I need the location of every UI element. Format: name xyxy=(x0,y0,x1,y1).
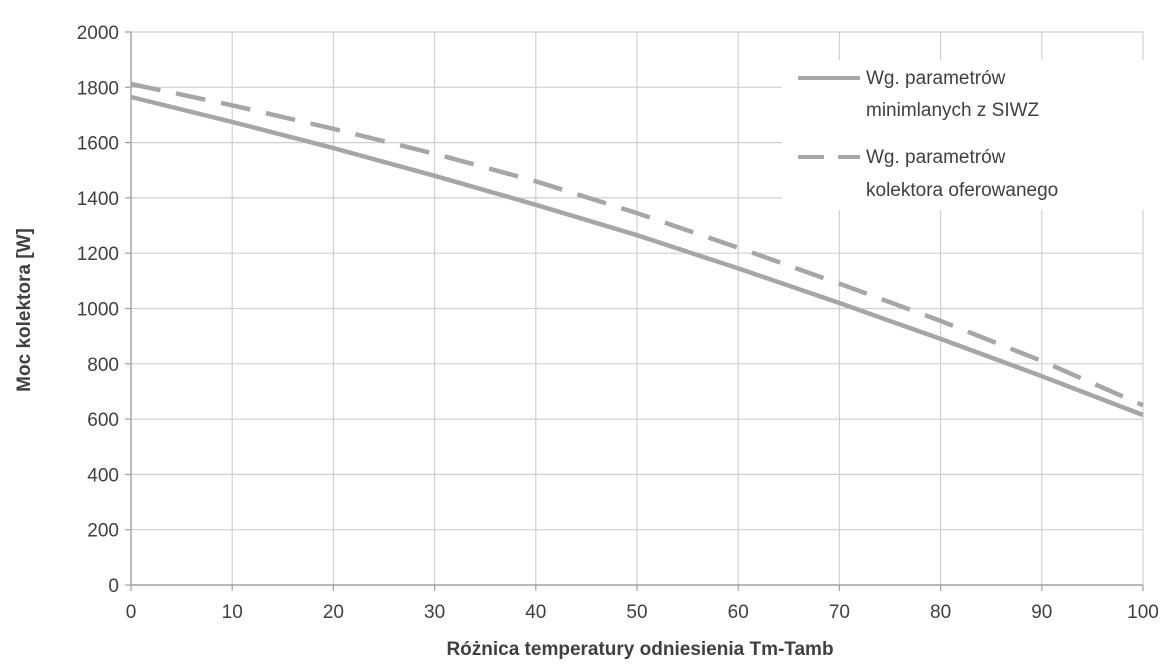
legend-label-series-1-line-1: Wg. parametrów xyxy=(866,68,1006,89)
y-tick-label: 0 xyxy=(108,576,119,597)
y-tick-label: 1800 xyxy=(77,78,119,99)
legend-label-series-2-line-1: Wg. parametrów xyxy=(866,147,1006,168)
y-tick-label: 1600 xyxy=(77,134,119,155)
x-tick-label: 90 xyxy=(1031,602,1052,623)
legend-label-series-2-line-2: kolektora oferowanego xyxy=(866,180,1058,201)
y-tick-label: 1200 xyxy=(77,244,119,265)
x-tick-label: 100 xyxy=(1127,602,1159,623)
y-tick-label: 2000 xyxy=(77,23,119,44)
legend-label-series-1-line-2: minimlanych z SIWZ xyxy=(866,100,1040,121)
x-tick-label: 10 xyxy=(222,602,243,623)
tick-labels: 0 200 400 600 800 1000 1200 1400 1600 1800 2000 0 10… xyxy=(77,23,1159,623)
chart-legend: Wg. parametrów minimlanych z SIWZ Wg. pa… xyxy=(782,60,1150,210)
y-tick-label: 1400 xyxy=(77,189,119,210)
chart-series xyxy=(130,81,1144,418)
x-tick-label: 20 xyxy=(323,602,344,623)
legend-background xyxy=(782,60,1150,210)
x-axis-title: Różnica temperatury odniesienia Tm-Tamb xyxy=(446,639,833,660)
series-line-2 xyxy=(130,81,1144,408)
x-tick-label: 30 xyxy=(424,602,445,623)
y-tick-label: 400 xyxy=(87,465,119,486)
x-tick-label: 40 xyxy=(525,602,546,623)
y-tick-label: 200 xyxy=(87,521,119,542)
chart-axes xyxy=(125,31,1144,591)
x-tick-label: 50 xyxy=(626,602,647,623)
y-tick-label: 800 xyxy=(87,355,119,376)
y-tick-label: 1000 xyxy=(77,300,119,321)
x-tick-label: 70 xyxy=(829,602,850,623)
x-tick-label: 0 xyxy=(126,602,137,623)
y-tick-label: 600 xyxy=(87,410,119,431)
x-tick-label: 60 xyxy=(728,602,749,623)
x-tick-label: 80 xyxy=(930,602,951,623)
series-line-1 xyxy=(130,94,1144,418)
y-axis-title: Moc kolektora [W] xyxy=(14,228,35,392)
